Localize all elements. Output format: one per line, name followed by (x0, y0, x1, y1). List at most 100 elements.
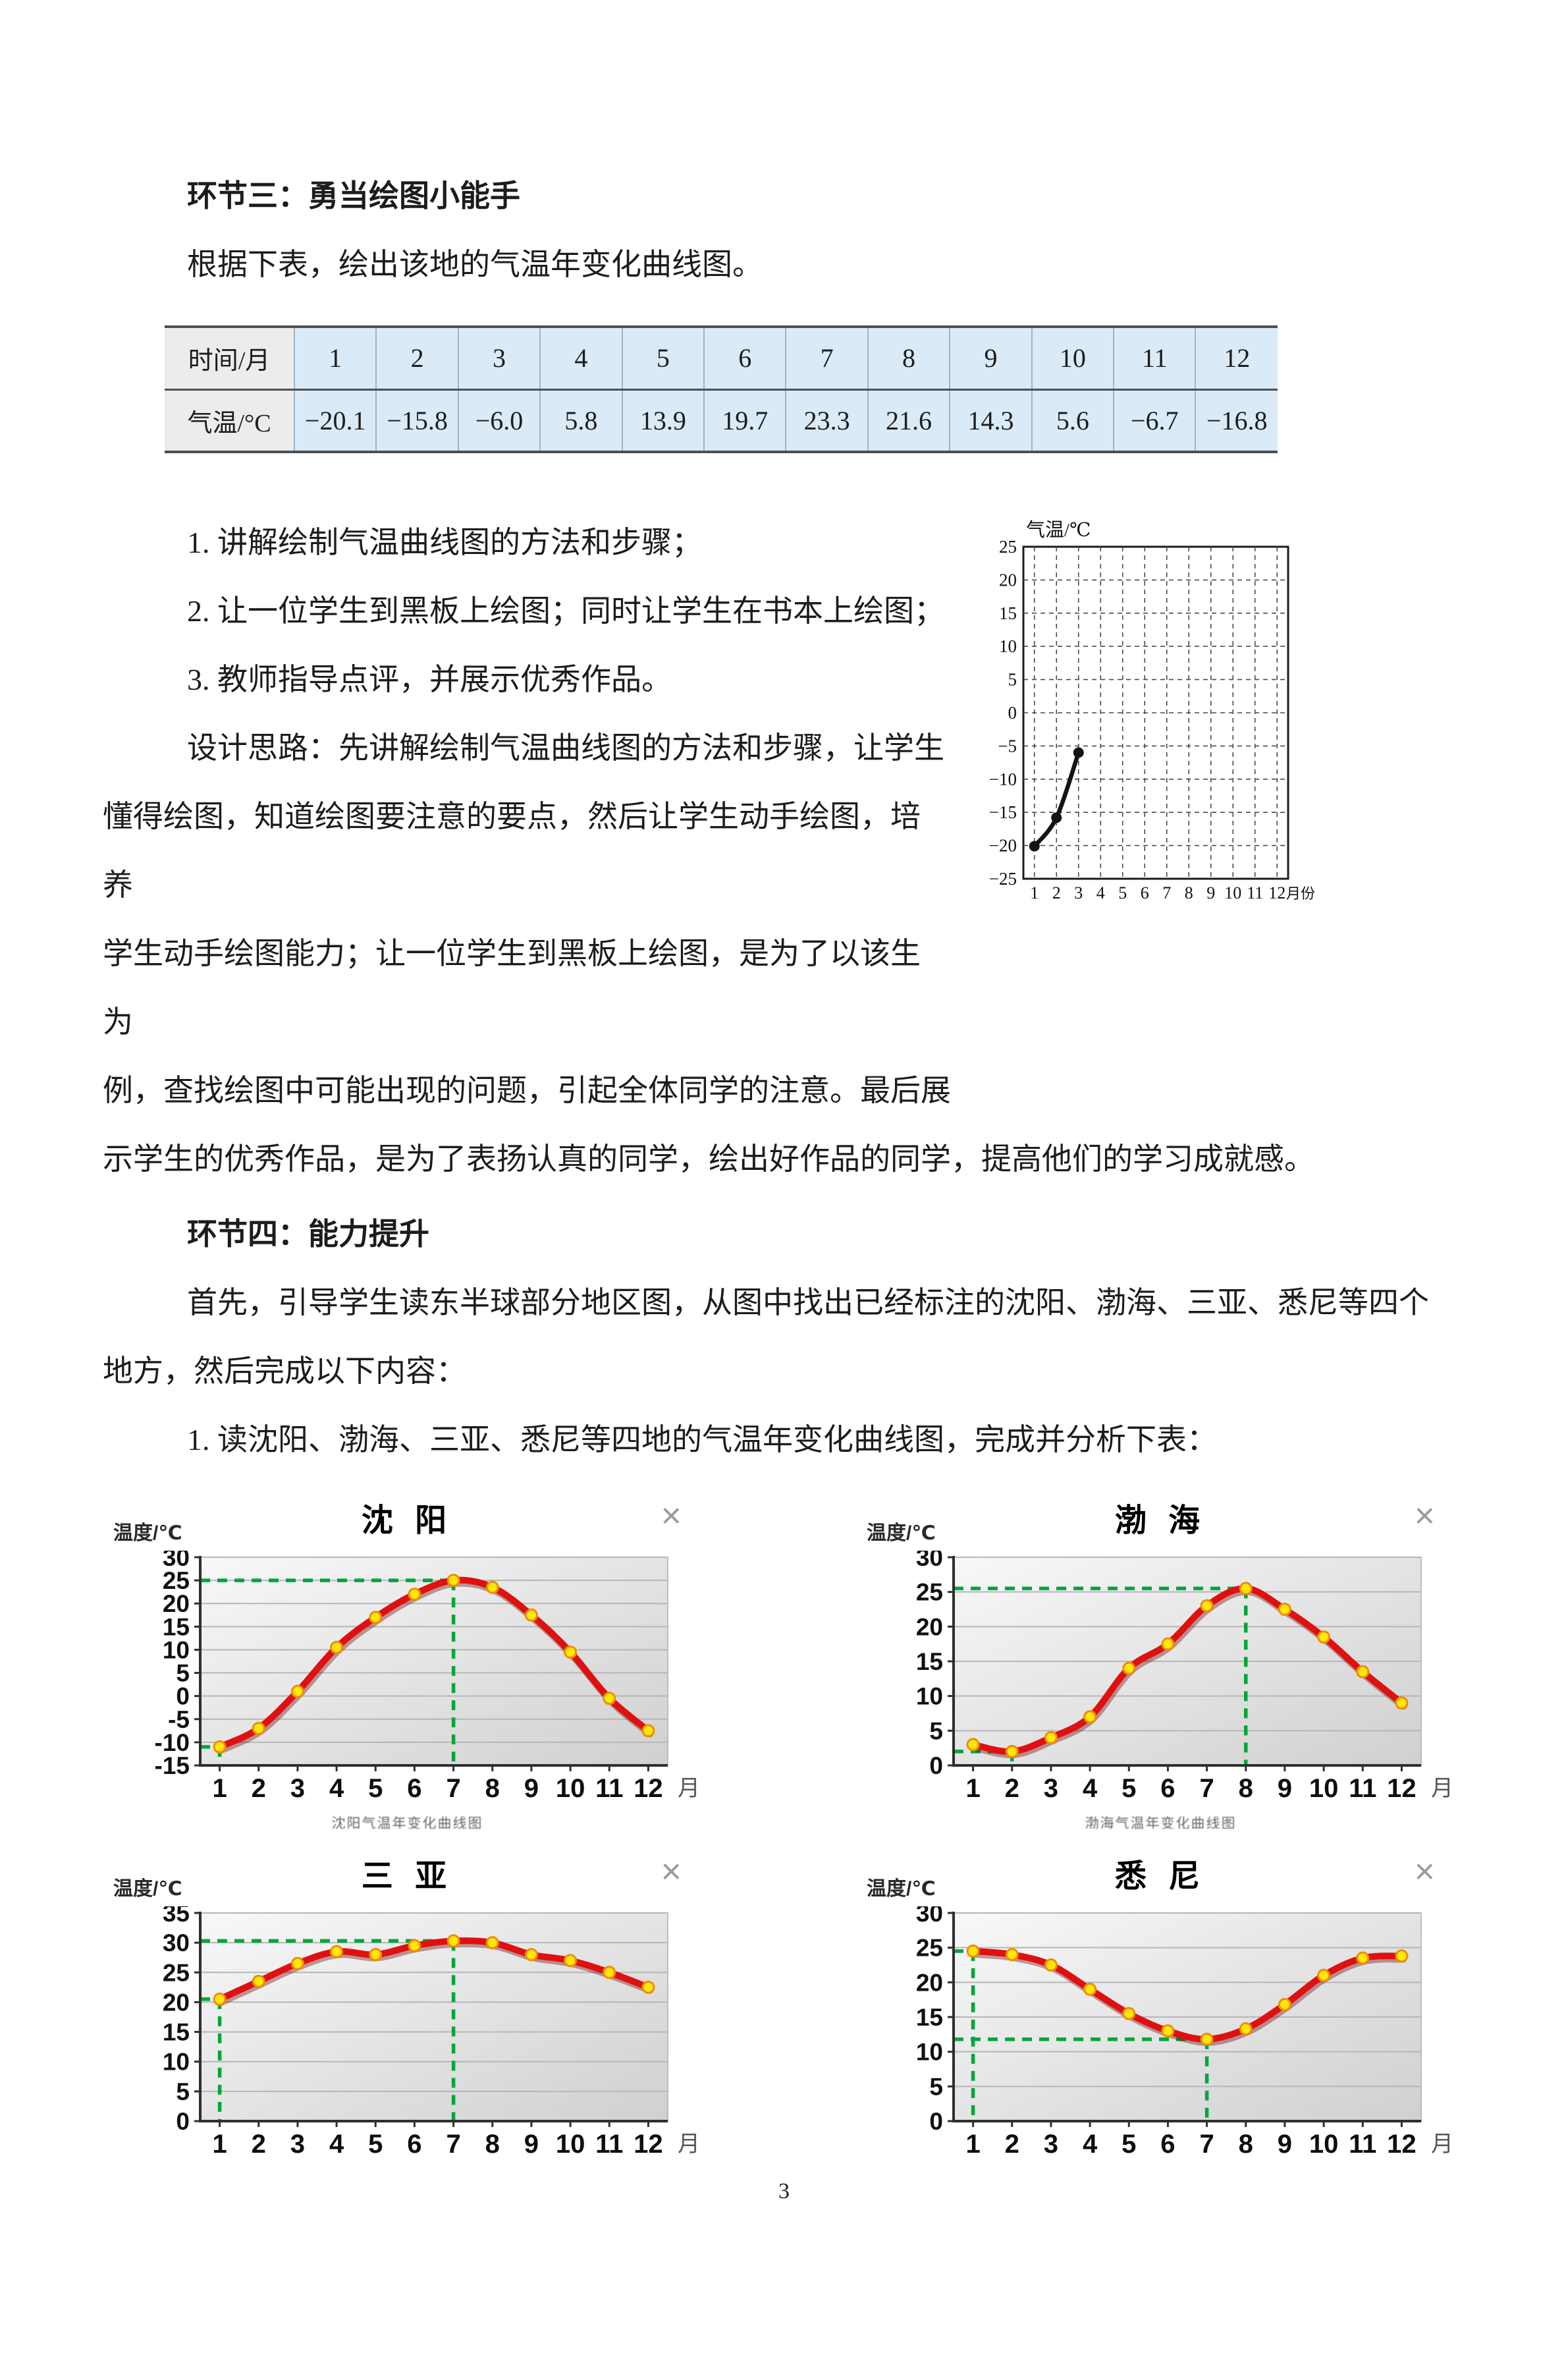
data-point (408, 1939, 421, 1952)
x-tick-label: 9 (1278, 2130, 1292, 2159)
temp-cell: −15.8 (375, 389, 458, 452)
section4-heading: 环节四：能力提升 (187, 1217, 429, 1251)
y-axis-label: 温度/℃ (113, 1522, 182, 1544)
y-tick-label: 35 (163, 1906, 190, 1927)
section4-paragraph-line: 地方，然后完成以下内容： (103, 1354, 466, 1388)
x-tick-label: 2 (1005, 1774, 1019, 1803)
y-axis-label: 温度/℃ (867, 1878, 936, 1900)
chart-header: 温度/℃ 三 亚 × (103, 1846, 712, 1906)
x-tick-label: 4 (1096, 883, 1105, 902)
x-tick-label: 9 (524, 1774, 539, 1803)
data-point (252, 1721, 265, 1735)
temp-cell: −6.7 (1113, 389, 1196, 452)
y-tick-label: 10 (163, 1636, 190, 1663)
y-tick-label: 25 (163, 1959, 190, 1986)
y-tick-label: 15 (163, 1613, 190, 1640)
data-point (290, 1684, 304, 1698)
x-tick-label: 5 (1122, 2130, 1136, 2159)
x-tick-label: 7 (1199, 2130, 1214, 2159)
month-cell: 6 (703, 327, 786, 389)
temp-cell: 13.9 (621, 389, 705, 452)
city-charts-grid: 温度/℃ 沈 阳 × -15 -10 -5 0 5 10 15 20 25 30 1 2 3 4 5 6 7 8 9… (103, 1490, 1465, 2169)
data-point (524, 1608, 538, 1622)
x-tick-label: 11 (595, 2130, 623, 2159)
x-tick-label: 9 (1278, 1774, 1292, 1803)
x-axis-unit: 月 (1431, 2132, 1453, 2157)
chart-sanya: 温度/℃ 三 亚 × 0 5 10 15 20 25 30 35 1 2 3 4 5 6 7 8 9 10 11 12… (103, 1846, 712, 2169)
x-tick-label: 5 (368, 2130, 383, 2159)
x-tick-label: 10 (1224, 883, 1241, 902)
y-tick-label: 0 (929, 2108, 943, 2135)
section4-paragraph-line: 首先，引导学生读东半球部分地区图，从图中找出已经标注的沈阳、渤海、三亚、悉尼等四… (187, 1286, 1429, 1319)
practice-temperature-grid-chart: −25 −20 −15 −10 −5 0 5 10 15 20 25 1 2 3 4 5 6 7 8 9 10 11 12 月… (971, 512, 1316, 927)
y-tick-label: 0 (176, 1683, 190, 1710)
data-point (1200, 2032, 1214, 2046)
chart-caption: 渤海气温年变化曲线图 (1085, 1815, 1237, 1829)
data-point (485, 1580, 499, 1594)
chart-title: 气温/℃ (1026, 519, 1091, 541)
x-tick-label: 1 (1030, 883, 1039, 902)
x-tick-label: 12 (1387, 2130, 1417, 2159)
month-cell: 8 (867, 327, 950, 389)
data-point (1317, 1630, 1331, 1644)
temp-cell: 19.7 (703, 389, 786, 452)
x-axis-unit: 月份 (1286, 885, 1315, 902)
chart-title: 沈 阳 (361, 1503, 454, 1538)
month-cell: 5 (621, 327, 705, 389)
data-point (1317, 1968, 1331, 1982)
data-point (1051, 812, 1062, 823)
x-tick-label: 6 (1160, 2130, 1175, 2159)
month-cell: 4 (539, 327, 622, 389)
chart-plot: 0 5 10 15 20 25 30 35 1 2 3 4 5 6 7 8 9 10 11 12 月 (103, 1906, 712, 2169)
x-tick-label: 11 (595, 1774, 623, 1803)
chart-xini: 温度/℃ 悉 尼 × 0 5 10 15 20 25 30 1 2 3 4 5 6 7 8 9 10 11 12 月 (856, 1846, 1465, 2169)
x-tick-label: 9 (1206, 883, 1215, 902)
data-point (1356, 1951, 1370, 1965)
y-tick-label: −20 (989, 836, 1017, 856)
temp-cell: −16.8 (1195, 389, 1278, 452)
data-point (1122, 2006, 1136, 2020)
y-tick-label: −10 (989, 769, 1017, 789)
y-tick-label: −15 (989, 802, 1017, 822)
x-tick-label: 1 (965, 1774, 980, 1803)
data-point (564, 1645, 578, 1659)
y-tick-label: 5 (176, 1660, 190, 1687)
close-icon[interactable]: × (661, 1852, 682, 1891)
temp-cell: 5.6 (1031, 389, 1114, 452)
x-tick-label: 1 (212, 1774, 227, 1803)
y-tick-label: 15 (999, 603, 1017, 623)
temp-cell: 23.3 (785, 389, 868, 452)
y-tick-label: -5 (168, 1706, 190, 1733)
data-point (1044, 1730, 1058, 1744)
x-tick-label: 8 (485, 2130, 500, 2159)
y-tick-label: 5 (929, 1717, 943, 1744)
data-point (1200, 1599, 1214, 1613)
y-tick-label: 15 (163, 2019, 190, 2046)
data-point (408, 1588, 421, 1601)
data-point (1278, 1998, 1291, 2012)
x-tick-label: 3 (1074, 883, 1083, 902)
y-tick-label: 20 (999, 570, 1017, 590)
close-icon[interactable]: × (1414, 1852, 1435, 1891)
y-tick-label: 25 (916, 1935, 943, 1962)
design-note-line: 懂得绘图，知道绘图要注意的要点，然后让学生动手绘图，培养 (103, 800, 921, 902)
step-3: 3. 教师指导点评，并展示优秀作品。 (187, 663, 672, 696)
chart-header: 温度/℃ 渤 海 × (856, 1490, 1465, 1551)
data-point (369, 1611, 383, 1624)
data-point (485, 1936, 499, 1950)
close-icon[interactable]: × (1414, 1496, 1435, 1536)
data-point (1395, 1696, 1409, 1710)
y-tick-label: 10 (916, 1683, 943, 1710)
data-point (1005, 1744, 1019, 1758)
chart-bohai: 温度/℃ 渤 海 × 0 5 10 15 20 25 30 1 2 3 4 5 6 7 8 9 10 11 12 月 … (856, 1490, 1465, 1829)
x-tick-label: 7 (1162, 883, 1171, 902)
y-tick-label: 30 (916, 1551, 943, 1571)
close-icon[interactable]: × (661, 1496, 682, 1536)
data-point (1044, 1958, 1058, 1972)
chart-title: 悉 尼 (1114, 1859, 1207, 1894)
y-tick-label: 0 (1008, 703, 1017, 723)
x-tick-label: 6 (1160, 1774, 1175, 1803)
month-cell: 9 (949, 327, 1032, 389)
table-row-temps: 气温/°C −20.1 −15.8 −6.0 5.8 13.9 19.7 23.… (165, 389, 1278, 452)
chart-header: 温度/℃ 沈 阳 × (103, 1490, 712, 1551)
